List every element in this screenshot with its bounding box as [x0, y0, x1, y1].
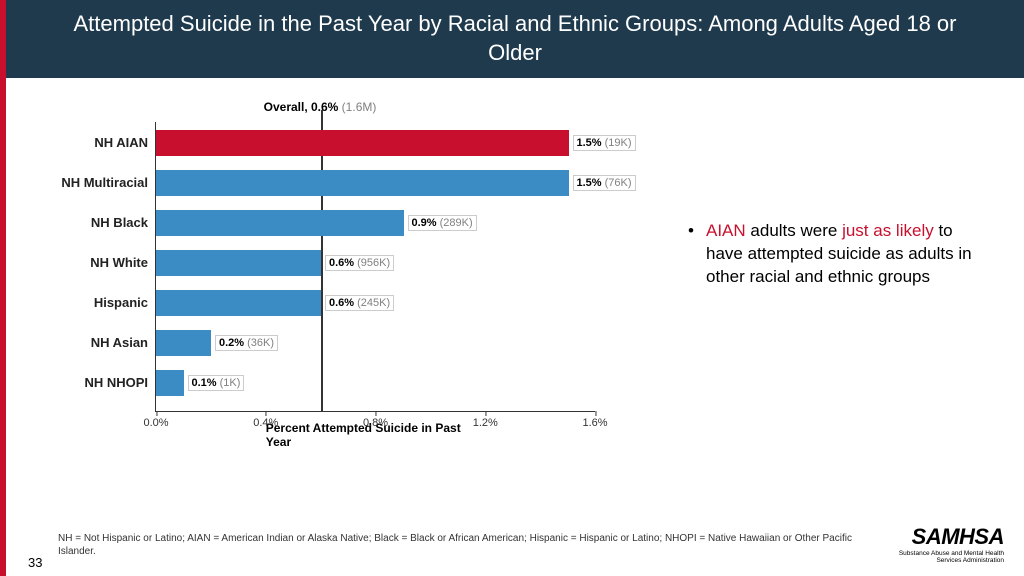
page-title: Attempted Suicide in the Past Year by Ra…: [46, 10, 984, 67]
x-tick: 0.0%: [143, 417, 168, 429]
bar: [156, 130, 569, 156]
bar: [156, 290, 321, 316]
bar: [156, 250, 321, 276]
bar-value-label: 1.5% (76K): [573, 175, 636, 191]
bar-value-label: 0.6% (245K): [325, 295, 394, 311]
bar-value-label: 0.1% (1K): [188, 375, 245, 391]
x-tick: 0.4%: [253, 417, 278, 429]
category-label: NH Multiracial: [61, 170, 148, 196]
category-label: NH NHOPI: [84, 370, 148, 396]
category-label: NH White: [90, 250, 148, 276]
page-number: 33: [28, 555, 42, 570]
bar-chart: Overall, 0.6% (1.6M) Percent Attempted S…: [60, 100, 630, 470]
bar: [156, 370, 184, 396]
bar-value-label: 0.2% (36K): [215, 335, 278, 351]
bar-value-label: 0.6% (956K): [325, 255, 394, 271]
category-label: NH Asian: [91, 330, 148, 356]
category-label: NH AIAN: [94, 130, 148, 156]
bar-value-label: 1.5% (19K): [573, 135, 636, 151]
x-tick: 1.2%: [473, 417, 498, 429]
category-label: NH Black: [91, 210, 148, 236]
bar-row: Hispanic0.6% (245K): [156, 290, 394, 316]
bar-row: NH AIAN1.5% (19K): [156, 130, 636, 156]
samhsa-logo: SAMHSA Substance Abuse and Mental Health…: [899, 524, 1004, 564]
x-tick: 0.8%: [363, 417, 388, 429]
bullet-item: AIAN adults were just as likely to have …: [684, 220, 994, 289]
bullet-text: AIAN adults were just as likely to have …: [684, 220, 994, 289]
header: Attempted Suicide in the Past Year by Ra…: [6, 0, 1024, 78]
category-label: Hispanic: [94, 290, 148, 316]
bar-value-label: 0.9% (289K): [408, 215, 477, 231]
plot-area: Percent Attempted Suicide in Past Year 0…: [155, 122, 595, 412]
bar-row: NH Multiracial1.5% (76K): [156, 170, 636, 196]
bar: [156, 170, 569, 196]
left-stripe: [0, 0, 6, 576]
bar-row: NH Black0.9% (289K): [156, 210, 477, 236]
bar: [156, 330, 211, 356]
footnote: NH = Not Hispanic or Latino; AIAN = Amer…: [58, 532, 854, 558]
bar-row: NH NHOPI0.1% (1K): [156, 370, 244, 396]
bar-row: NH White0.6% (956K): [156, 250, 394, 276]
bar: [156, 210, 404, 236]
bar-row: NH Asian0.2% (36K): [156, 330, 278, 356]
x-tick: 1.6%: [582, 417, 607, 429]
